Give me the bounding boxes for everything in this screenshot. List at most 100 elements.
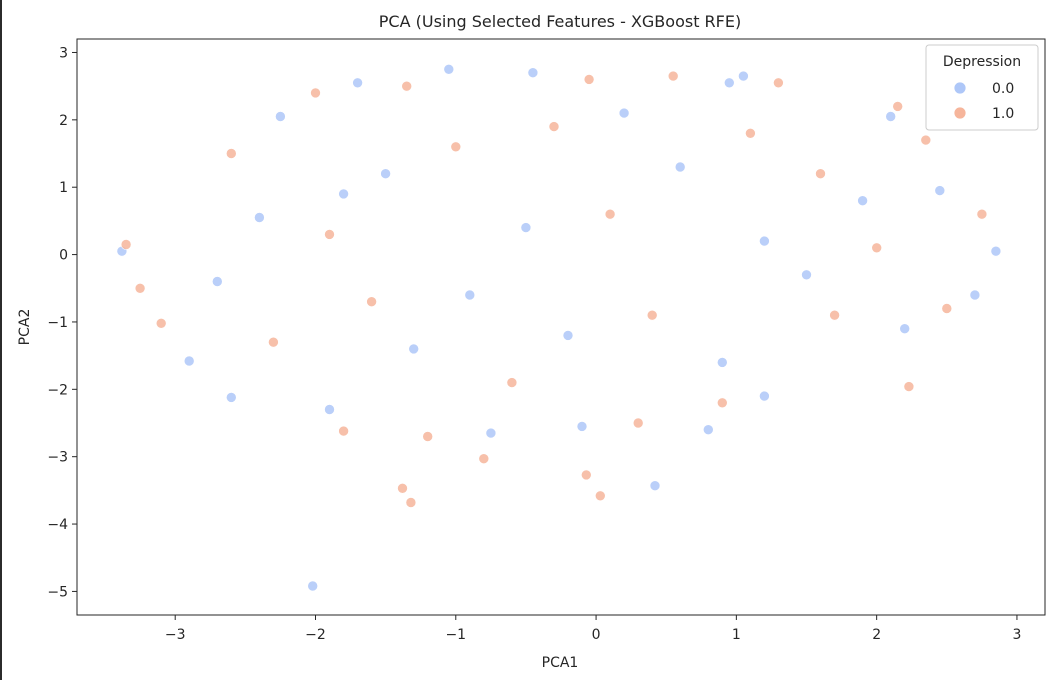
y-tick-label: −5 <box>47 584 68 600</box>
data-point-series-0 <box>527 67 539 78</box>
x-tick-label: −3 <box>165 627 186 643</box>
y-tick-label: −2 <box>47 382 68 398</box>
data-point-series-1 <box>422 431 434 442</box>
y-tick-label: 1 <box>59 180 68 196</box>
x-tick-label: −2 <box>305 627 326 643</box>
data-point-series-0 <box>576 421 588 432</box>
data-point-series-1 <box>450 141 462 153</box>
plot-frame <box>76 38 1046 616</box>
data-point-series-0 <box>520 222 532 233</box>
data-point-series-1 <box>594 490 606 502</box>
data-point-series-1 <box>268 336 279 348</box>
data-point-series-1 <box>548 121 560 132</box>
data-point-series-1 <box>920 134 932 146</box>
data-point-series-0 <box>716 357 728 368</box>
data-point-series-0 <box>899 323 911 335</box>
y-tick-label: −1 <box>47 315 68 331</box>
data-point-series-0 <box>759 235 770 247</box>
data-point-series-0 <box>618 107 630 119</box>
data-point-series-1 <box>134 282 146 294</box>
data-point-series-1 <box>580 469 592 481</box>
y-tick-label: −3 <box>47 450 68 466</box>
data-point-series-1 <box>401 80 413 92</box>
data-point-series-1 <box>716 397 728 409</box>
data-point-series-1 <box>976 208 988 220</box>
data-point-series-0 <box>885 111 897 122</box>
data-point-series-0 <box>464 289 476 301</box>
data-point-series-0 <box>352 77 363 89</box>
data-point-series-1 <box>646 309 658 321</box>
data-point-series-1 <box>366 296 377 308</box>
y-tick-label: −4 <box>47 517 68 533</box>
data-point-series-0 <box>324 404 335 415</box>
data-point-series-0 <box>857 195 868 206</box>
data-point-series-1 <box>310 87 321 99</box>
data-point-series-0 <box>759 390 770 402</box>
cell-left-border <box>0 0 2 680</box>
y-tick-label: 2 <box>59 113 68 129</box>
data-point-series-1 <box>120 239 132 250</box>
legend: Depression 0.0 1.0 <box>925 44 1039 131</box>
data-point-series-0 <box>338 188 349 200</box>
data-point-series-1 <box>478 453 490 465</box>
y-axis-label: PCA2 <box>17 309 33 346</box>
legend-marker-1 <box>953 106 967 120</box>
data-point-series-0 <box>254 212 265 223</box>
data-point-series-0 <box>562 330 574 341</box>
data-point-series-0 <box>443 64 455 75</box>
chart-title: PCA (Using Selected Features - XGBoost R… <box>379 12 741 31</box>
x-tick-label: 2 <box>872 627 881 643</box>
data-point-series-0 <box>212 276 223 287</box>
data-point-series-1 <box>815 168 826 179</box>
data-point-series-1 <box>405 497 417 508</box>
data-point-series-0 <box>275 111 286 122</box>
data-point-series-1 <box>871 242 883 254</box>
x-axis-ticks: −3 −2 −1 0 1 2 3 <box>165 615 1021 643</box>
data-point-series-1 <box>941 303 953 314</box>
data-point-series-1 <box>773 77 784 89</box>
legend-label-0: 0.0 <box>992 81 1014 97</box>
data-point-series-0 <box>934 185 946 196</box>
data-point-series-0 <box>723 77 735 89</box>
data-point-series-0 <box>307 580 319 592</box>
data-point-series-0 <box>702 424 714 436</box>
data-point-series-0 <box>380 168 391 179</box>
data-point-series-1 <box>829 309 840 321</box>
y-tick-label: 0 <box>59 248 68 264</box>
x-tick-label: 1 <box>732 627 741 643</box>
data-point-series-1 <box>397 482 408 494</box>
data-point-series-1 <box>506 377 518 388</box>
data-point-series-0 <box>801 269 812 281</box>
legend-label-1: 1.0 <box>992 106 1014 122</box>
data-point-series-1 <box>903 381 915 392</box>
legend-title: Depression <box>943 54 1021 70</box>
points-layer <box>116 64 1002 592</box>
data-point-series-1 <box>667 70 679 82</box>
data-point-series-1 <box>338 425 349 437</box>
data-point-series-1 <box>226 148 237 159</box>
legend-marker-0 <box>953 81 967 95</box>
x-tick-label: −1 <box>445 627 466 643</box>
y-axis-ticks: 3 2 1 0 −1 −2 −3 −4 −5 <box>47 45 77 600</box>
x-axis-label: PCA1 <box>542 655 579 671</box>
data-point-series-1 <box>632 417 644 429</box>
x-tick-label: 0 <box>592 627 601 643</box>
data-point-series-0 <box>183 355 195 367</box>
data-point-series-1 <box>604 208 616 220</box>
data-point-series-0 <box>408 343 420 355</box>
legend-box <box>925 44 1039 131</box>
data-point-series-0 <box>990 245 1002 257</box>
y-tick-label: 3 <box>59 45 68 61</box>
data-point-series-1 <box>745 128 756 139</box>
x-tick-label: 3 <box>1012 627 1021 643</box>
data-point-series-0 <box>738 70 749 82</box>
data-point-series-1 <box>155 317 167 329</box>
data-point-series-0 <box>969 289 981 301</box>
data-point-series-0 <box>674 161 686 173</box>
data-point-series-0 <box>649 480 661 492</box>
data-point-series-1 <box>583 74 595 85</box>
data-point-series-1 <box>892 101 904 112</box>
data-point-series-1 <box>324 229 335 240</box>
